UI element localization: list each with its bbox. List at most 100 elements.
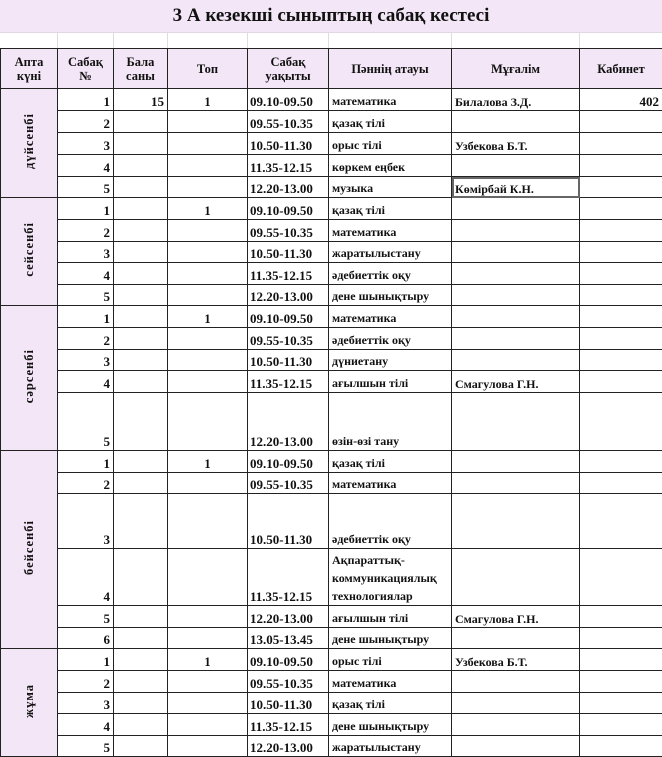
subject-cell[interactable]: қазақ тілі [329, 693, 452, 714]
teacher-cell[interactable] [452, 549, 580, 606]
lesson-time-cell[interactable]: 10.50-11.30 [248, 350, 329, 371]
lesson-number-cell[interactable]: 4 [58, 263, 114, 285]
lesson-time-cell[interactable]: 10.50-11.30 [248, 242, 329, 263]
group-cell[interactable] [168, 177, 248, 198]
teacher-cell[interactable]: Узбекова Б.Т. [452, 133, 580, 155]
lesson-time-cell[interactable]: 12.20-13.00 [248, 393, 329, 451]
lesson-number-cell[interactable]: 3 [58, 494, 114, 549]
room-cell[interactable] [580, 671, 662, 693]
teacher-cell[interactable] [452, 693, 580, 714]
student-count-cell[interactable] [114, 111, 168, 133]
lesson-time-cell[interactable]: 11.35-12.15 [248, 371, 329, 393]
group-cell[interactable]: 1 [168, 198, 248, 220]
group-cell[interactable] [168, 371, 248, 393]
student-count-cell[interactable]: 15 [114, 89, 168, 111]
subject-cell[interactable]: орыс тілі [329, 649, 452, 671]
student-count-cell[interactable] [114, 671, 168, 693]
group-cell[interactable] [168, 693, 248, 714]
teacher-cell[interactable]: Көмірбай К.Н. [452, 177, 580, 198]
student-count-cell[interactable] [114, 451, 168, 473]
room-cell[interactable] [580, 328, 662, 350]
group-cell[interactable] [168, 473, 248, 494]
lesson-time-cell[interactable]: 12.20-13.00 [248, 736, 329, 757]
lesson-time-cell[interactable]: 12.20-13.00 [248, 177, 329, 198]
lesson-time-cell[interactable]: 11.35-12.15 [248, 549, 329, 606]
lesson-number-cell[interactable]: 2 [58, 671, 114, 693]
lesson-time-cell[interactable]: 13.05-13.45 [248, 628, 329, 649]
teacher-cell[interactable]: Билалова З.Д. [452, 89, 580, 111]
header-student-count[interactable]: Бала саны [114, 49, 168, 89]
lesson-time-cell[interactable]: 11.35-12.15 [248, 714, 329, 736]
header-day[interactable]: Апта күні [1, 49, 58, 89]
teacher-cell[interactable] [452, 220, 580, 242]
teacher-cell[interactable] [452, 285, 580, 306]
teacher-cell[interactable] [452, 306, 580, 328]
room-cell[interactable] [580, 198, 662, 220]
lesson-number-cell[interactable]: 4 [58, 155, 114, 177]
student-count-cell[interactable] [114, 393, 168, 451]
lesson-number-cell[interactable]: 1 [58, 306, 114, 328]
teacher-cell[interactable] [452, 242, 580, 263]
teacher-cell[interactable] [452, 628, 580, 649]
subject-cell[interactable]: жаратылыстану [329, 242, 452, 263]
lesson-number-cell[interactable]: 5 [58, 606, 114, 628]
lesson-number-cell[interactable]: 4 [58, 714, 114, 736]
student-count-cell[interactable] [114, 177, 168, 198]
lesson-time-cell[interactable]: 12.20-13.00 [248, 285, 329, 306]
teacher-cell[interactable] [452, 714, 580, 736]
subject-cell[interactable]: дүниетану [329, 350, 452, 371]
student-count-cell[interactable] [114, 549, 168, 606]
group-cell[interactable] [168, 285, 248, 306]
student-count-cell[interactable] [114, 606, 168, 628]
subject-cell[interactable]: ағылшын тілі [329, 371, 452, 393]
teacher-cell[interactable] [452, 671, 580, 693]
teacher-cell[interactable] [452, 111, 580, 133]
subject-cell[interactable]: орыс тілі [329, 133, 452, 155]
lesson-time-cell[interactable]: 09.10-09.50 [248, 649, 329, 671]
lesson-number-cell[interactable]: 4 [58, 549, 114, 606]
subject-cell[interactable]: қазақ тілі [329, 451, 452, 473]
lesson-time-cell[interactable]: 09.55-10.35 [248, 473, 329, 494]
header-lesson-number[interactable]: Сабақ № [58, 49, 114, 89]
room-cell[interactable] [580, 242, 662, 263]
room-cell[interactable] [580, 714, 662, 736]
lesson-time-cell[interactable]: 09.10-09.50 [248, 89, 329, 111]
room-cell[interactable] [580, 473, 662, 494]
teacher-cell[interactable] [452, 473, 580, 494]
subject-cell[interactable]: математика [329, 306, 452, 328]
day-cell[interactable]: жұма [1, 649, 58, 757]
subject-cell[interactable]: Ақпараттық-коммуникациялық технологиялар [329, 549, 452, 606]
group-cell[interactable] [168, 736, 248, 757]
student-count-cell[interactable] [114, 350, 168, 371]
lesson-number-cell[interactable]: 2 [58, 111, 114, 133]
lesson-time-cell[interactable]: 10.50-11.30 [248, 133, 329, 155]
room-cell[interactable] [580, 649, 662, 671]
group-cell[interactable] [168, 263, 248, 285]
header-subject[interactable]: Пәннің атауы [329, 49, 452, 89]
room-cell[interactable] [580, 606, 662, 628]
student-count-cell[interactable] [114, 242, 168, 263]
student-count-cell[interactable] [114, 628, 168, 649]
student-count-cell[interactable] [114, 693, 168, 714]
lesson-number-cell[interactable]: 2 [58, 220, 114, 242]
subject-cell[interactable]: дене шынықтыру [329, 285, 452, 306]
group-cell[interactable] [168, 549, 248, 606]
lesson-time-cell[interactable]: 10.50-11.30 [248, 494, 329, 549]
room-cell[interactable] [580, 549, 662, 606]
student-count-cell[interactable] [114, 473, 168, 494]
subject-cell[interactable]: көркем еңбек [329, 155, 452, 177]
lesson-number-cell[interactable]: 4 [58, 371, 114, 393]
teacher-cell[interactable] [452, 198, 580, 220]
lesson-time-cell[interactable]: 09.55-10.35 [248, 328, 329, 350]
subject-cell[interactable]: математика [329, 89, 452, 111]
student-count-cell[interactable] [114, 649, 168, 671]
teacher-cell[interactable]: Смагулова Г.Н. [452, 606, 580, 628]
room-cell[interactable] [580, 371, 662, 393]
subject-cell[interactable]: математика [329, 671, 452, 693]
room-cell[interactable]: 402 [580, 89, 662, 111]
group-cell[interactable] [168, 393, 248, 451]
subject-cell[interactable]: қазақ тілі [329, 111, 452, 133]
header-group[interactable]: Топ [168, 49, 248, 89]
group-cell[interactable] [168, 494, 248, 549]
lesson-number-cell[interactable]: 5 [58, 177, 114, 198]
